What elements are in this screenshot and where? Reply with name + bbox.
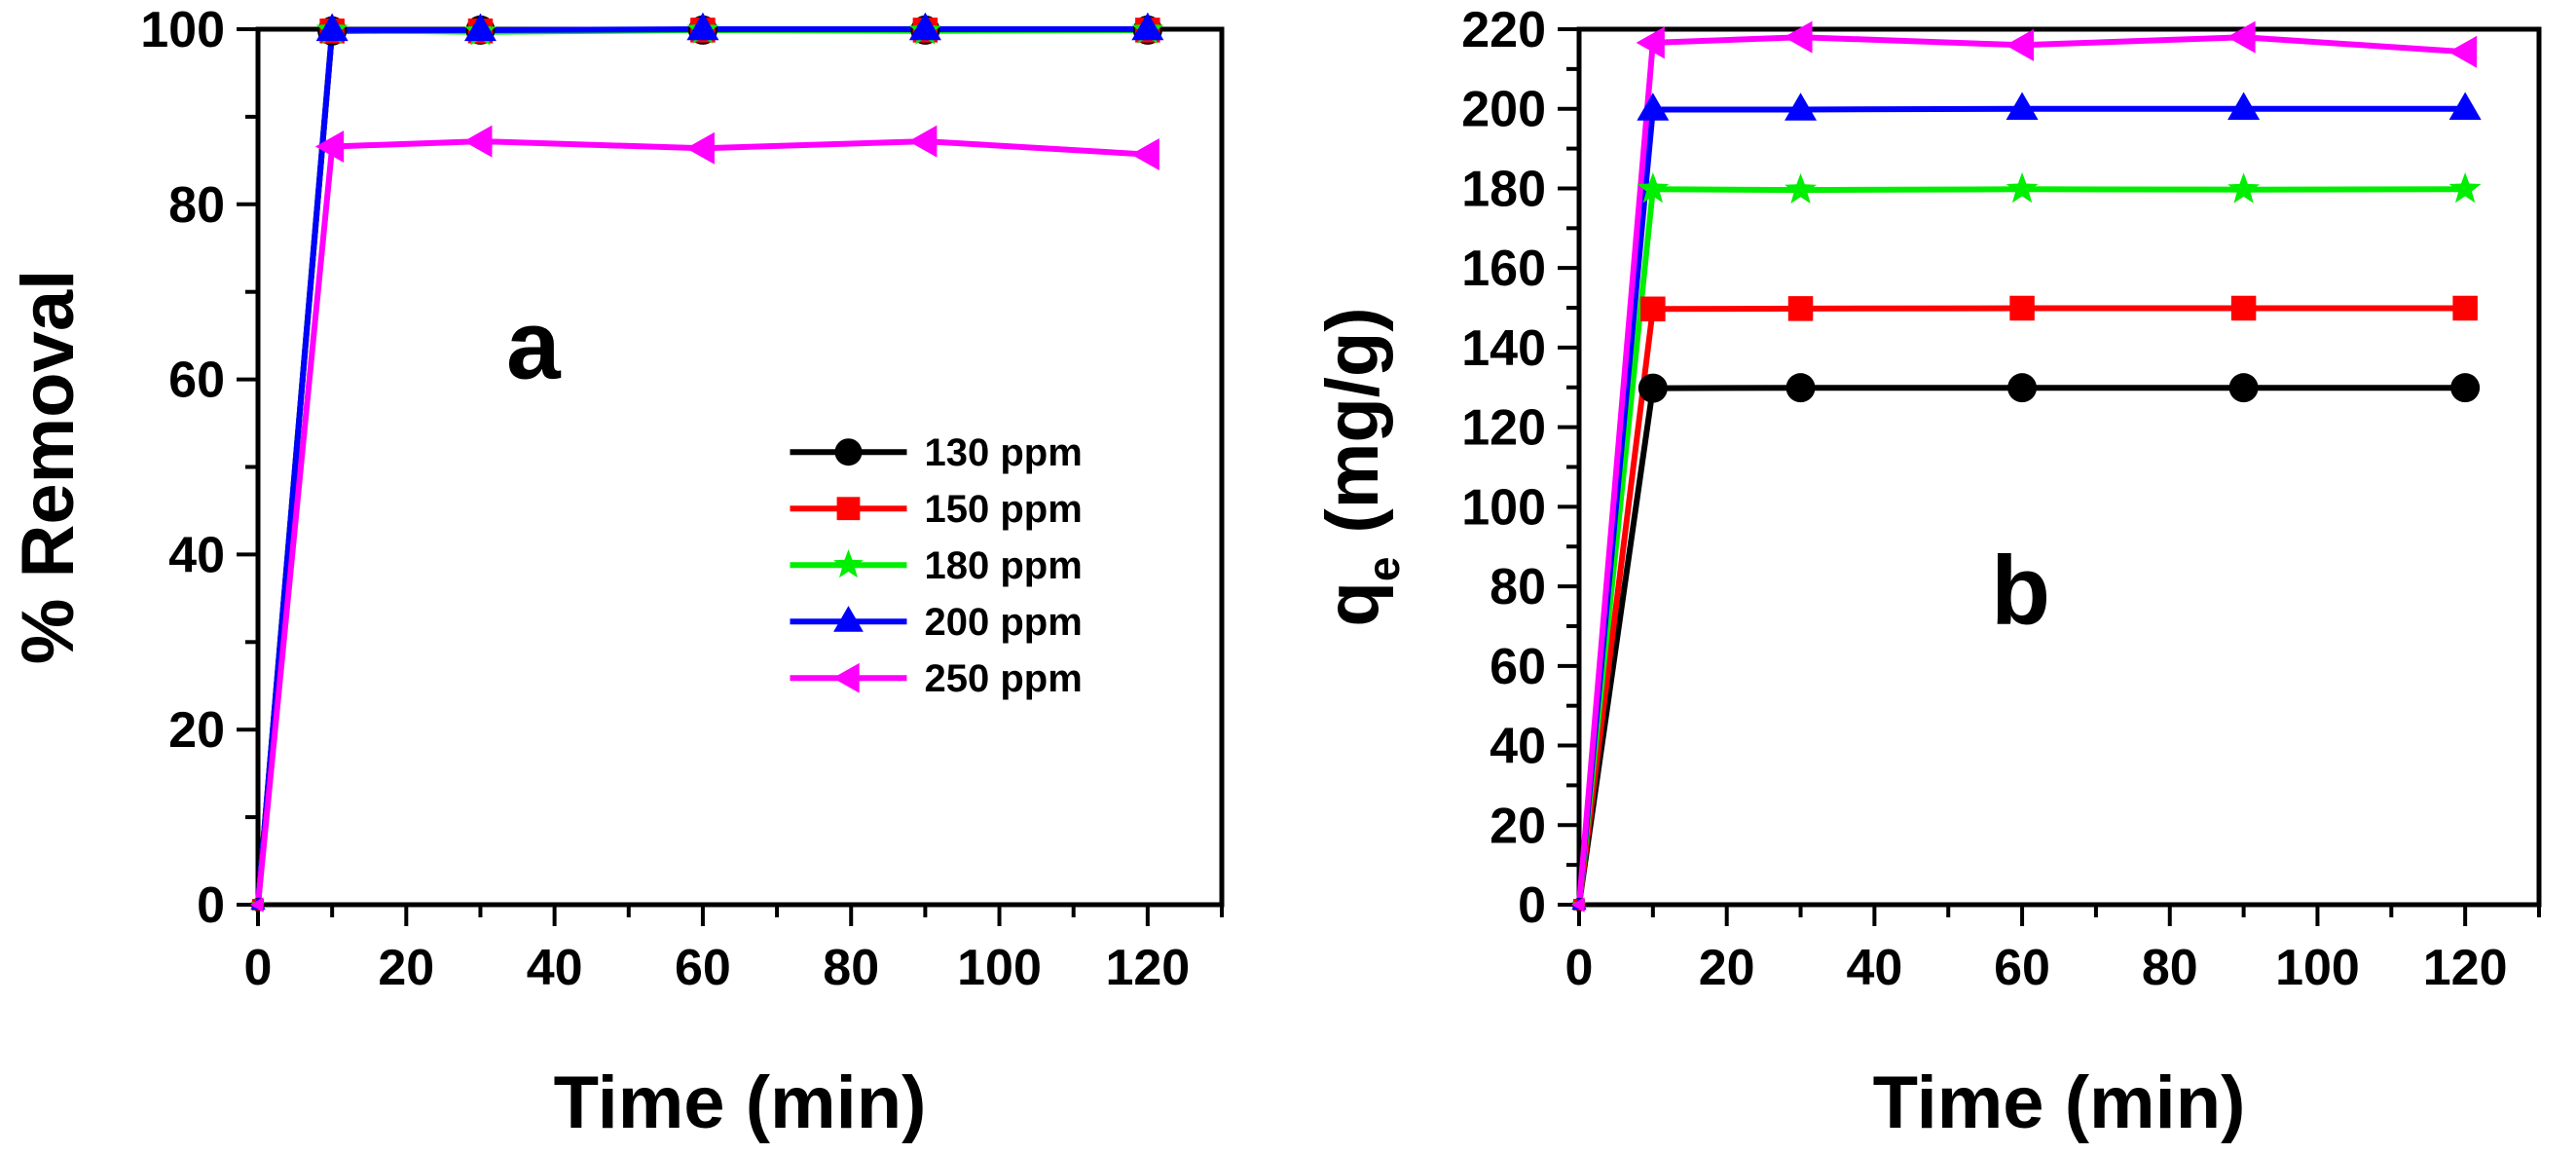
data-point [2227,172,2261,204]
data-point [2448,92,2482,120]
data-point [2005,28,2035,61]
panel-letter: b [1991,536,2050,645]
series-line-3 [1576,105,2466,906]
legend-label: 200 ppm [924,601,1082,644]
x-tick-label: 60 [675,940,731,996]
data-point [249,897,264,912]
y-axis-title: % Removal [7,270,90,665]
data-point [2227,92,2261,120]
series-line-0 [1576,385,2466,906]
legend-marker [834,438,863,466]
legend-marker [836,497,861,521]
y-tick-label: 60 [1490,639,1546,695]
x-tick-label: 120 [2423,940,2508,996]
data-point [2006,92,2039,120]
y-tick-label: 220 [1461,2,1546,58]
y-tick-label: 80 [1490,559,1546,615]
data-point [1637,172,1670,204]
series-line-4 [255,138,1148,906]
data-point [1784,20,1813,54]
series-line-1 [1576,305,2466,906]
data-point [1785,93,1818,121]
x-tick-label: 80 [2142,940,2198,996]
y-axis-title: qe (mg/g) [1311,307,1409,626]
data-point [2228,373,2259,403]
y-tick-label: 40 [1490,719,1546,775]
y-tick-label: 40 [168,527,225,583]
y-tick-label: 180 [1461,161,1546,217]
data-point [1785,373,1816,403]
y-tick-label: 20 [168,702,225,759]
data-point [463,125,493,158]
data-point [1131,12,1164,41]
data-point [2007,373,2038,403]
legend-marker [833,549,864,578]
data-point [2006,172,2039,204]
data-point [1640,296,1666,322]
y-tick-label: 100 [1461,479,1546,536]
y-tick-label: 0 [1518,877,1546,934]
data-point [1636,26,1665,59]
data-point [685,131,715,165]
data-point [314,130,345,163]
x-tick-label: 60 [1994,940,2050,996]
plot-frame [1576,26,2542,908]
x-tick-label: 40 [527,940,583,996]
x-tick-label: 20 [378,940,434,996]
data-point [908,125,938,158]
legend-marker [832,662,860,693]
data-point [2226,20,2256,54]
data-point [2230,295,2257,321]
data-point [908,12,941,41]
y-tick-label: 80 [168,177,225,234]
y-tick-label: 60 [168,353,225,409]
chart-panel-b: 0 20 40 60 80 100 120 0 20 40 60 80 100 120 140 160 180 2… [1311,2,2542,1144]
y-tick-label: 200 [1461,82,1546,138]
legend-label: 180 ppm [924,544,1082,587]
legend-marker [833,606,864,632]
data-point [1787,296,1814,321]
y-axis-title-main: q [1311,581,1394,626]
data-point [2448,172,2482,204]
x-tick-label: 100 [957,940,1042,996]
y-tick-label: 0 [197,877,225,934]
data-point [1637,93,1670,121]
y-tick-label: 140 [1461,320,1546,377]
x-tick-label: 80 [823,940,879,996]
x-tick-label: 0 [1565,940,1594,996]
data-point [1785,172,1817,205]
y-axis-title-subscript: e [1358,557,1409,582]
y-tick-label: 120 [1461,400,1546,457]
x-axis-title: Time (min) [1873,1061,2246,1144]
y-tick-label: 160 [1461,241,1546,297]
legend-label: 150 ppm [924,488,1082,531]
x-tick-label: 40 [1846,940,1902,996]
y-tick-label: 20 [1490,798,1546,854]
y-tick-label: 100 [140,2,225,58]
y-axis-title-unit: (mg/g) [1311,307,1394,533]
data-point [2447,35,2478,68]
data-point [686,12,719,41]
legend-label: 130 ppm [924,431,1082,474]
series-line-4 [1576,34,2466,906]
legend-label: 250 ppm [924,657,1082,700]
data-point [1570,897,1585,912]
series-line-3 [255,26,1148,906]
chart-panel-a: 0 20 40 60 80 100 120 0 20 40 60 80 100 Time (min) % R… [7,2,1225,1144]
data-point [463,13,497,42]
data-point [1638,373,1668,403]
x-tick-label: 0 [244,940,273,996]
data-point [2450,373,2481,403]
x-tick-label: 120 [1105,940,1190,996]
data-point [1130,138,1159,171]
x-tick-label: 100 [2275,940,2360,996]
data-point [2009,295,2035,321]
x-axis-title: Time (min) [554,1061,927,1144]
panel-letter: a [506,291,562,400]
x-tick-label: 20 [1699,940,1755,996]
data-point [315,13,349,42]
data-point [2452,295,2478,321]
legend: 130 ppm 150 ppm 180 ppm 200 ppm 250 ppm [790,431,1083,700]
